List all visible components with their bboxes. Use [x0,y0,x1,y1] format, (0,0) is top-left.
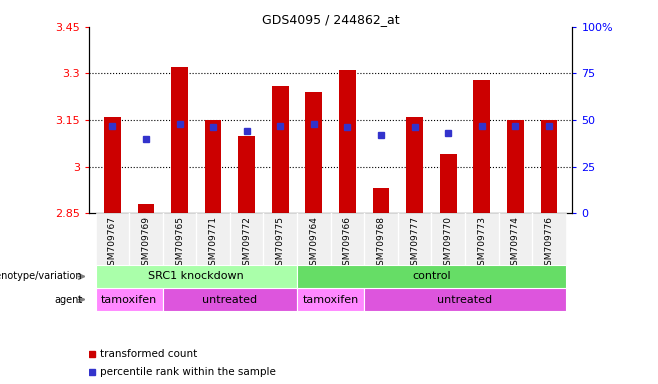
Text: tamoxifen: tamoxifen [101,295,157,305]
FancyBboxPatch shape [465,213,499,265]
Text: genotype/variation: genotype/variation [0,271,82,281]
Bar [205,120,222,213]
Bar [297,265,566,288]
Bar [171,67,188,213]
Title: GDS4095 / 244862_at: GDS4095 / 244862_at [262,13,399,26]
Text: GSM709773: GSM709773 [477,216,486,271]
FancyBboxPatch shape [129,213,163,265]
FancyBboxPatch shape [196,213,230,265]
Text: transformed count: transformed count [101,349,197,359]
Bar [507,120,524,213]
Bar [541,120,557,213]
Text: GSM709764: GSM709764 [309,216,318,271]
Text: GSM709777: GSM709777 [410,216,419,271]
Text: GSM709768: GSM709768 [376,216,386,271]
Bar [163,288,297,311]
Text: GSM709776: GSM709776 [544,216,553,271]
Bar [272,86,289,213]
FancyBboxPatch shape [95,213,129,265]
Bar [95,288,163,311]
FancyBboxPatch shape [432,213,465,265]
Text: GSM709769: GSM709769 [141,216,151,271]
Text: SRC1 knockdown: SRC1 knockdown [149,271,244,281]
Bar [339,70,356,213]
Bar [372,188,390,213]
Bar [297,288,365,311]
Bar [95,265,297,288]
FancyBboxPatch shape [330,213,365,265]
FancyBboxPatch shape [499,213,532,265]
FancyBboxPatch shape [297,213,330,265]
Bar [104,117,120,213]
Text: tamoxifen: tamoxifen [303,295,359,305]
Bar [138,204,155,213]
Text: GSM709767: GSM709767 [108,216,117,271]
FancyBboxPatch shape [263,213,297,265]
FancyBboxPatch shape [230,213,263,265]
Bar [473,79,490,213]
Text: GSM709771: GSM709771 [209,216,218,271]
Text: GSM709774: GSM709774 [511,216,520,271]
Bar [305,92,322,213]
FancyBboxPatch shape [398,213,432,265]
Text: untreated: untreated [202,295,257,305]
Text: agent: agent [54,295,82,305]
Bar [365,288,566,311]
FancyBboxPatch shape [532,213,566,265]
Text: GSM709770: GSM709770 [443,216,453,271]
FancyBboxPatch shape [365,213,398,265]
Bar [238,136,255,213]
Text: GSM709765: GSM709765 [175,216,184,271]
Text: untreated: untreated [438,295,493,305]
Text: GSM709772: GSM709772 [242,216,251,271]
Text: GSM709766: GSM709766 [343,216,352,271]
Bar [440,154,457,213]
Bar [406,117,423,213]
FancyBboxPatch shape [163,213,196,265]
Text: percentile rank within the sample: percentile rank within the sample [101,367,276,377]
Text: control: control [412,271,451,281]
Text: GSM709775: GSM709775 [276,216,285,271]
